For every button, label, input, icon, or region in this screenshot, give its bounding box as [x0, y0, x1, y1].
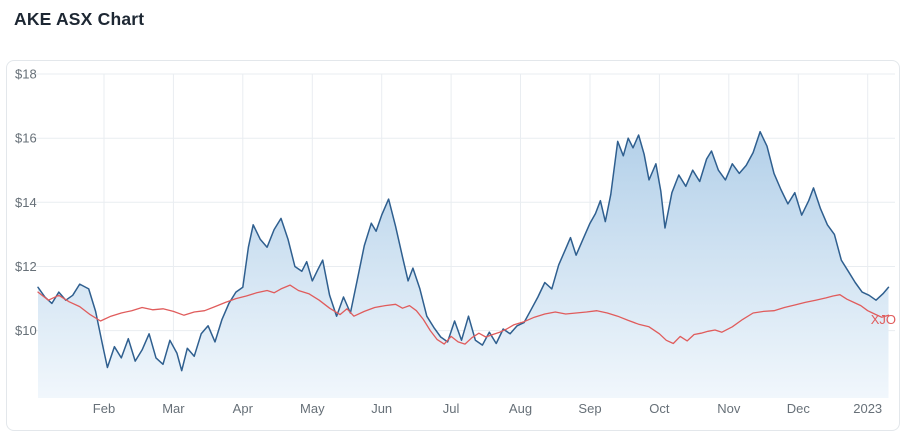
x-tick-label: Sep — [578, 401, 601, 416]
chart-card: XJO $18 $16 $14 $12 $10 Feb Mar Apr May Jun Jul Aug S… — [6, 60, 900, 431]
page-title: AKE ASX Chart — [14, 9, 145, 29]
x-tick-label: Apr — [233, 401, 254, 416]
y-tick-label: $10 — [15, 323, 37, 338]
y-tick-label: $12 — [15, 259, 37, 274]
x-tick-label: Aug — [509, 401, 532, 416]
price-chart[interactable]: XJO $18 $16 $14 $12 $10 Feb Mar Apr May Jun Jul Aug S… — [7, 61, 899, 430]
x-tick-label: 2023 — [853, 401, 882, 416]
ake-area — [38, 131, 889, 398]
y-tick-label: $14 — [15, 195, 37, 210]
y-axis-labels: $18 $16 $14 $12 $10 — [15, 67, 37, 339]
x-tick-label: May — [300, 401, 325, 416]
x-axis-labels: Feb Mar Apr May Jun Jul Aug Sep Oct Nov Dec 2023 — [93, 401, 882, 416]
y-tick-label: $16 — [15, 131, 37, 146]
xjo-line — [37, 284, 890, 345]
ake-line — [37, 130, 890, 372]
x-tick-label: Mar — [162, 401, 185, 416]
y-tick-label: $18 — [15, 67, 37, 82]
x-tick-label: Feb — [93, 401, 115, 416]
xjo-series-label: XJO — [871, 312, 896, 327]
x-tick-label: Oct — [649, 401, 670, 416]
x-tick-label: Jul — [443, 401, 460, 416]
x-tick-label: Nov — [717, 401, 741, 416]
x-tick-label: Jun — [371, 401, 392, 416]
x-tick-label: Dec — [787, 401, 811, 416]
